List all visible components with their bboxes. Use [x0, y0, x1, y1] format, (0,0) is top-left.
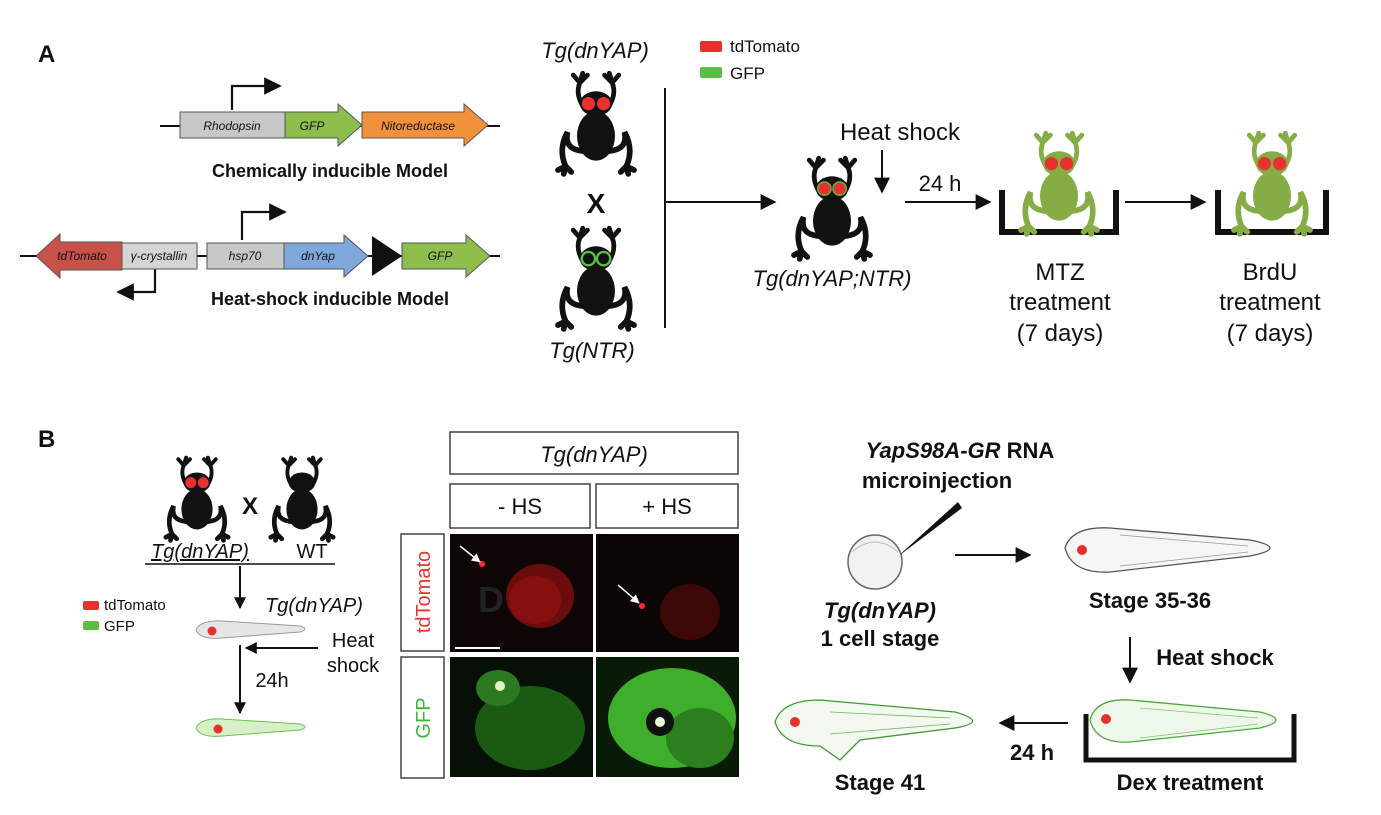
- tadpole-grey: [195, 620, 306, 639]
- hsp70-label: hsp70: [229, 249, 262, 263]
- row-tdtomato: tdTomato: [413, 551, 435, 633]
- tadpole-label-b: Tg(dnYAP): [265, 595, 363, 617]
- injection-title: YapS98A-GR RNA microinjection: [862, 438, 1055, 493]
- injection-title-rest: RNA: [1001, 438, 1055, 463]
- injection-line2: microinjection: [862, 468, 1012, 493]
- time-label-b: 24h: [255, 670, 288, 692]
- image-grid: Tg(dnYAP) - HS + HS tdTomato GFP D: [400, 431, 739, 779]
- img-red-plus: [596, 534, 739, 652]
- brdu-line1: BrdU: [1243, 259, 1298, 286]
- gamma-crystallin-box: [121, 242, 198, 270]
- col-plus-hs: + HS: [642, 494, 692, 519]
- mtz-line2: treatment: [1009, 289, 1111, 316]
- gamma-crystallin-label: γ-crystallin: [131, 249, 188, 263]
- tadpole-stage-41: [774, 699, 974, 761]
- brdu-line2: treatment: [1219, 289, 1321, 316]
- cross-symbol-a: X: [587, 188, 606, 219]
- loxp-triangle: [372, 236, 402, 276]
- gfp-label: GFP: [300, 119, 325, 133]
- heat-line2-b: shock: [327, 655, 380, 677]
- brdu-tank: [1215, 133, 1329, 234]
- construct-heatshock: tdTomato γ-crystallin hsp70 dnYap GFP He…: [20, 203, 500, 309]
- legend-a-tdtomato: tdTomato: [730, 37, 800, 56]
- grid-title: Tg(dnYAP): [540, 442, 648, 467]
- cross-label-a: Tg(dnYAP;NTR): [753, 266, 912, 291]
- brdu-line3: (7 days): [1227, 320, 1314, 347]
- frog-bottom-label: Tg(NTR): [549, 338, 635, 363]
- injection-title-italic: YapS98A-GR: [866, 438, 1001, 463]
- svg-text:YapS98A-GR RNA: YapS98A-GR RNA: [866, 438, 1055, 463]
- egg-with-needle: [847, 502, 962, 590]
- legend-b-tdtomato: tdTomato: [104, 597, 166, 614]
- legend-a: tdTomato GFP: [700, 37, 800, 83]
- heat-line1-b: Heat: [332, 630, 375, 652]
- time-label-a: 24 h: [919, 171, 962, 196]
- panel-a-letter: A: [38, 41, 55, 68]
- legend-b: tdTomato GFP: [83, 597, 166, 635]
- nitroreductase-label: Nitoreductase: [381, 119, 455, 133]
- frog-dnyap-b: [166, 458, 228, 541]
- panel-b-letter: B: [38, 426, 55, 453]
- mtz-tank: [999, 133, 1119, 234]
- stage-41-label: Stage 41: [835, 770, 926, 795]
- tadpole-green: [195, 718, 306, 737]
- gfp2-arrow: [401, 233, 491, 279]
- dnyap-label: dnYap: [301, 249, 335, 263]
- legend-b-gfp: GFP: [104, 618, 135, 635]
- heatshock-model-caption: Heat-shock inducible Model: [211, 289, 449, 309]
- egg-label-1: Tg(dnYAP): [824, 598, 936, 623]
- frog-label-b: Tg(dnYAP): [151, 541, 249, 563]
- heat-shock-a: Heat shock: [840, 119, 961, 146]
- cross-symbol-b: X: [242, 493, 258, 520]
- frog-top-label: Tg(dnYAP): [541, 38, 649, 63]
- nitroreductase-arrow: [361, 102, 489, 148]
- construct-chemical: Rhodopsin GFP Nitoreductase Chemically i…: [160, 77, 500, 181]
- gfp-arrow: [284, 102, 363, 148]
- frog-ntr: [558, 228, 634, 329]
- hsp70-box: [206, 242, 285, 270]
- wt-label: WT: [296, 541, 327, 563]
- rhodopsin-label: Rhodopsin: [203, 119, 261, 133]
- frog-dnyap: [558, 73, 634, 174]
- mtz-line3: (7 days): [1017, 320, 1104, 347]
- row-gfp: GFP: [413, 697, 435, 738]
- gfp2-label: GFP: [428, 249, 453, 263]
- time-label-b2: 24 h: [1010, 740, 1054, 765]
- stage-35-label: Stage 35-36: [1089, 588, 1211, 613]
- legend-a-gfp: GFP: [730, 64, 765, 83]
- egg-label-2: 1 cell stage: [821, 626, 940, 651]
- heat-shock-b: Heat shock: [1156, 645, 1274, 670]
- mtz-line1: MTZ: [1035, 259, 1084, 286]
- panel-letter-d: D: [478, 579, 504, 620]
- frog-dnyap-ntr: [794, 158, 870, 259]
- frog-wt: [271, 458, 333, 541]
- dex-tank: [1083, 699, 1297, 763]
- dnyap-arrow: [283, 233, 369, 279]
- tadpole-stage-35: [1064, 527, 1271, 573]
- dex-label: Dex treatment: [1117, 770, 1264, 795]
- chemical-model-caption: Chemically inducible Model: [212, 161, 448, 181]
- tdtomato-gene-label: tdTomato: [57, 249, 107, 263]
- col-minus-hs: - HS: [498, 494, 542, 519]
